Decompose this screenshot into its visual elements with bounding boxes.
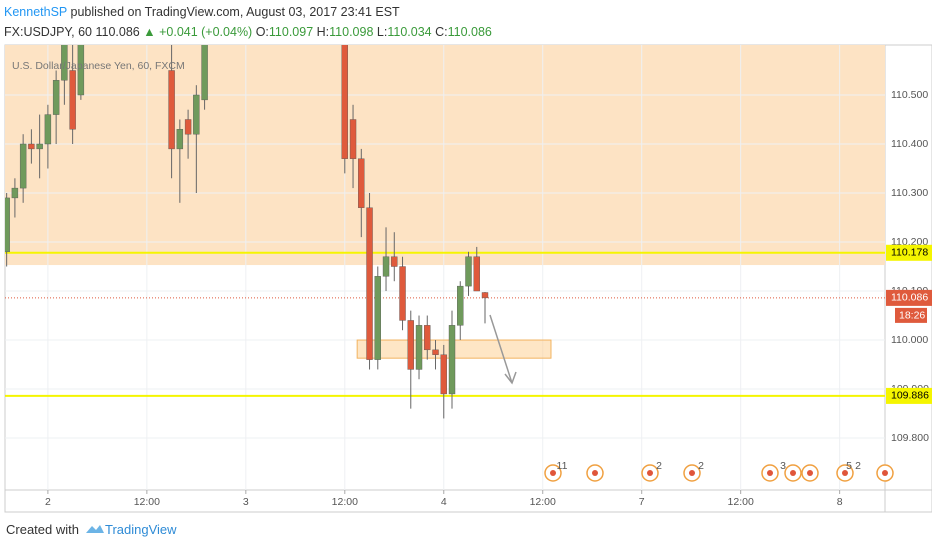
candle-body [36, 143, 43, 150]
y-tick-label: 109.800 [891, 432, 929, 444]
quote-line: FX:USDJPY, 60 110.086 ▲ +0.041 (+0.04%) … [4, 22, 492, 42]
candle-body [391, 256, 398, 267]
candle-body [473, 256, 480, 292]
symbol: FX:USDJPY, 60 [4, 25, 93, 39]
y-tick-label: 110.400 [891, 138, 928, 150]
last-price-tag [886, 289, 932, 306]
candle-body [201, 45, 208, 101]
candle-body [11, 187, 19, 199]
candle-body [374, 276, 381, 360]
resistance-zone [5, 45, 885, 266]
plot [5, 45, 885, 490]
event-count: 11 [557, 460, 568, 472]
event-dot [807, 470, 813, 476]
event-dot [550, 470, 556, 476]
event-dot [592, 470, 598, 476]
brand[interactable]: TradingView [104, 522, 177, 537]
published: published on TradingView.com, August 03,… [70, 5, 400, 19]
change: ▲ +0.041 (+0.04%) [143, 25, 253, 39]
x-tick-label: 12:00 [530, 496, 556, 508]
arrow [489, 314, 517, 385]
event-dot [647, 470, 653, 476]
candle-body [193, 94, 200, 135]
candle-body [382, 256, 390, 277]
x-tick-label: 12:00 [728, 496, 754, 508]
x-tick-label: 12:00 [134, 496, 160, 508]
candle-body [19, 143, 27, 189]
candle-body [69, 70, 76, 130]
chart: 109.800109.900110.000110.100110.200110.3… [4, 44, 932, 513]
level-tag [886, 387, 932, 404]
open: 110.097 [268, 25, 314, 39]
low: 110.034 [387, 25, 432, 39]
x-tick-label: 2 [45, 496, 51, 508]
y-tick-label: 110.500 [891, 89, 928, 101]
high: 110.098 [329, 25, 374, 39]
candle-body [407, 320, 414, 370]
candle-body [52, 80, 60, 115]
header: KennethSP published on TradingView.com, … [4, 2, 492, 42]
event-dot [842, 470, 848, 476]
last-price-label: 110.086 [891, 292, 928, 304]
candle-body [358, 158, 365, 208]
event-dot [689, 470, 695, 476]
candle-body [448, 325, 456, 395]
candle-body [457, 285, 464, 326]
candle-body [168, 70, 175, 150]
close: 110.086 [447, 25, 492, 39]
event-count: 2 [656, 460, 662, 472]
x-tick-label: 4 [441, 496, 447, 508]
candle-body [61, 45, 68, 81]
candle-body [399, 266, 406, 321]
candle-body [415, 325, 423, 370]
candle-body [349, 119, 357, 159]
candle-body [77, 45, 85, 96]
countdown-tag [895, 307, 927, 323]
y-tick-label: 110.200 [891, 236, 928, 248]
last: 110.086 [95, 25, 140, 39]
event-dot [790, 470, 796, 476]
candle-body [184, 119, 192, 135]
o-label: O: [255, 25, 269, 39]
candle-body [432, 349, 439, 355]
candle-body [465, 256, 472, 287]
level-label: 110.178 [891, 247, 928, 259]
l-label: L: [376, 25, 388, 39]
x-tick-label: 7 [639, 496, 645, 508]
countdown: 18:26 [899, 310, 925, 322]
footer: Created with TradingView [6, 522, 177, 537]
author[interactable]: KennethSP [4, 5, 68, 19]
logo [85, 525, 104, 533]
candle-body [176, 129, 184, 150]
y-tick-label: 110.300 [891, 187, 928, 199]
candle-body [44, 114, 52, 145]
event-count: 2 [855, 460, 861, 472]
publish-line: KennethSP published on TradingView.com, … [4, 2, 492, 22]
h-label: H: [316, 25, 330, 39]
candle-body [440, 354, 447, 395]
x-tick-label: 8 [837, 496, 843, 508]
level-tag [886, 244, 932, 261]
overlay: 109.800109.900110.000110.100110.200110.3… [12, 60, 932, 508]
candle-body [424, 325, 431, 351]
x-tick-label: 12:00 [332, 496, 358, 508]
event-count: 5 [846, 460, 852, 472]
c-label: C: [435, 25, 448, 39]
x-tick-label: 3 [243, 496, 249, 508]
y-tick-label: 110.000 [891, 334, 928, 346]
event-count: 2 [698, 460, 704, 472]
candle-body [366, 207, 373, 360]
candle-body [481, 292, 489, 299]
event-dot [767, 470, 773, 476]
candle-body [5, 197, 10, 253]
legend: U.S. Dollar/Japanese Yen, 60, FXCM [12, 60, 185, 72]
candle-body [28, 143, 35, 150]
event-count: 3 [780, 460, 786, 472]
created: Created with [6, 522, 79, 537]
candle-body [341, 45, 348, 159]
level-label: 109.886 [891, 390, 929, 402]
event-dot [882, 470, 888, 476]
